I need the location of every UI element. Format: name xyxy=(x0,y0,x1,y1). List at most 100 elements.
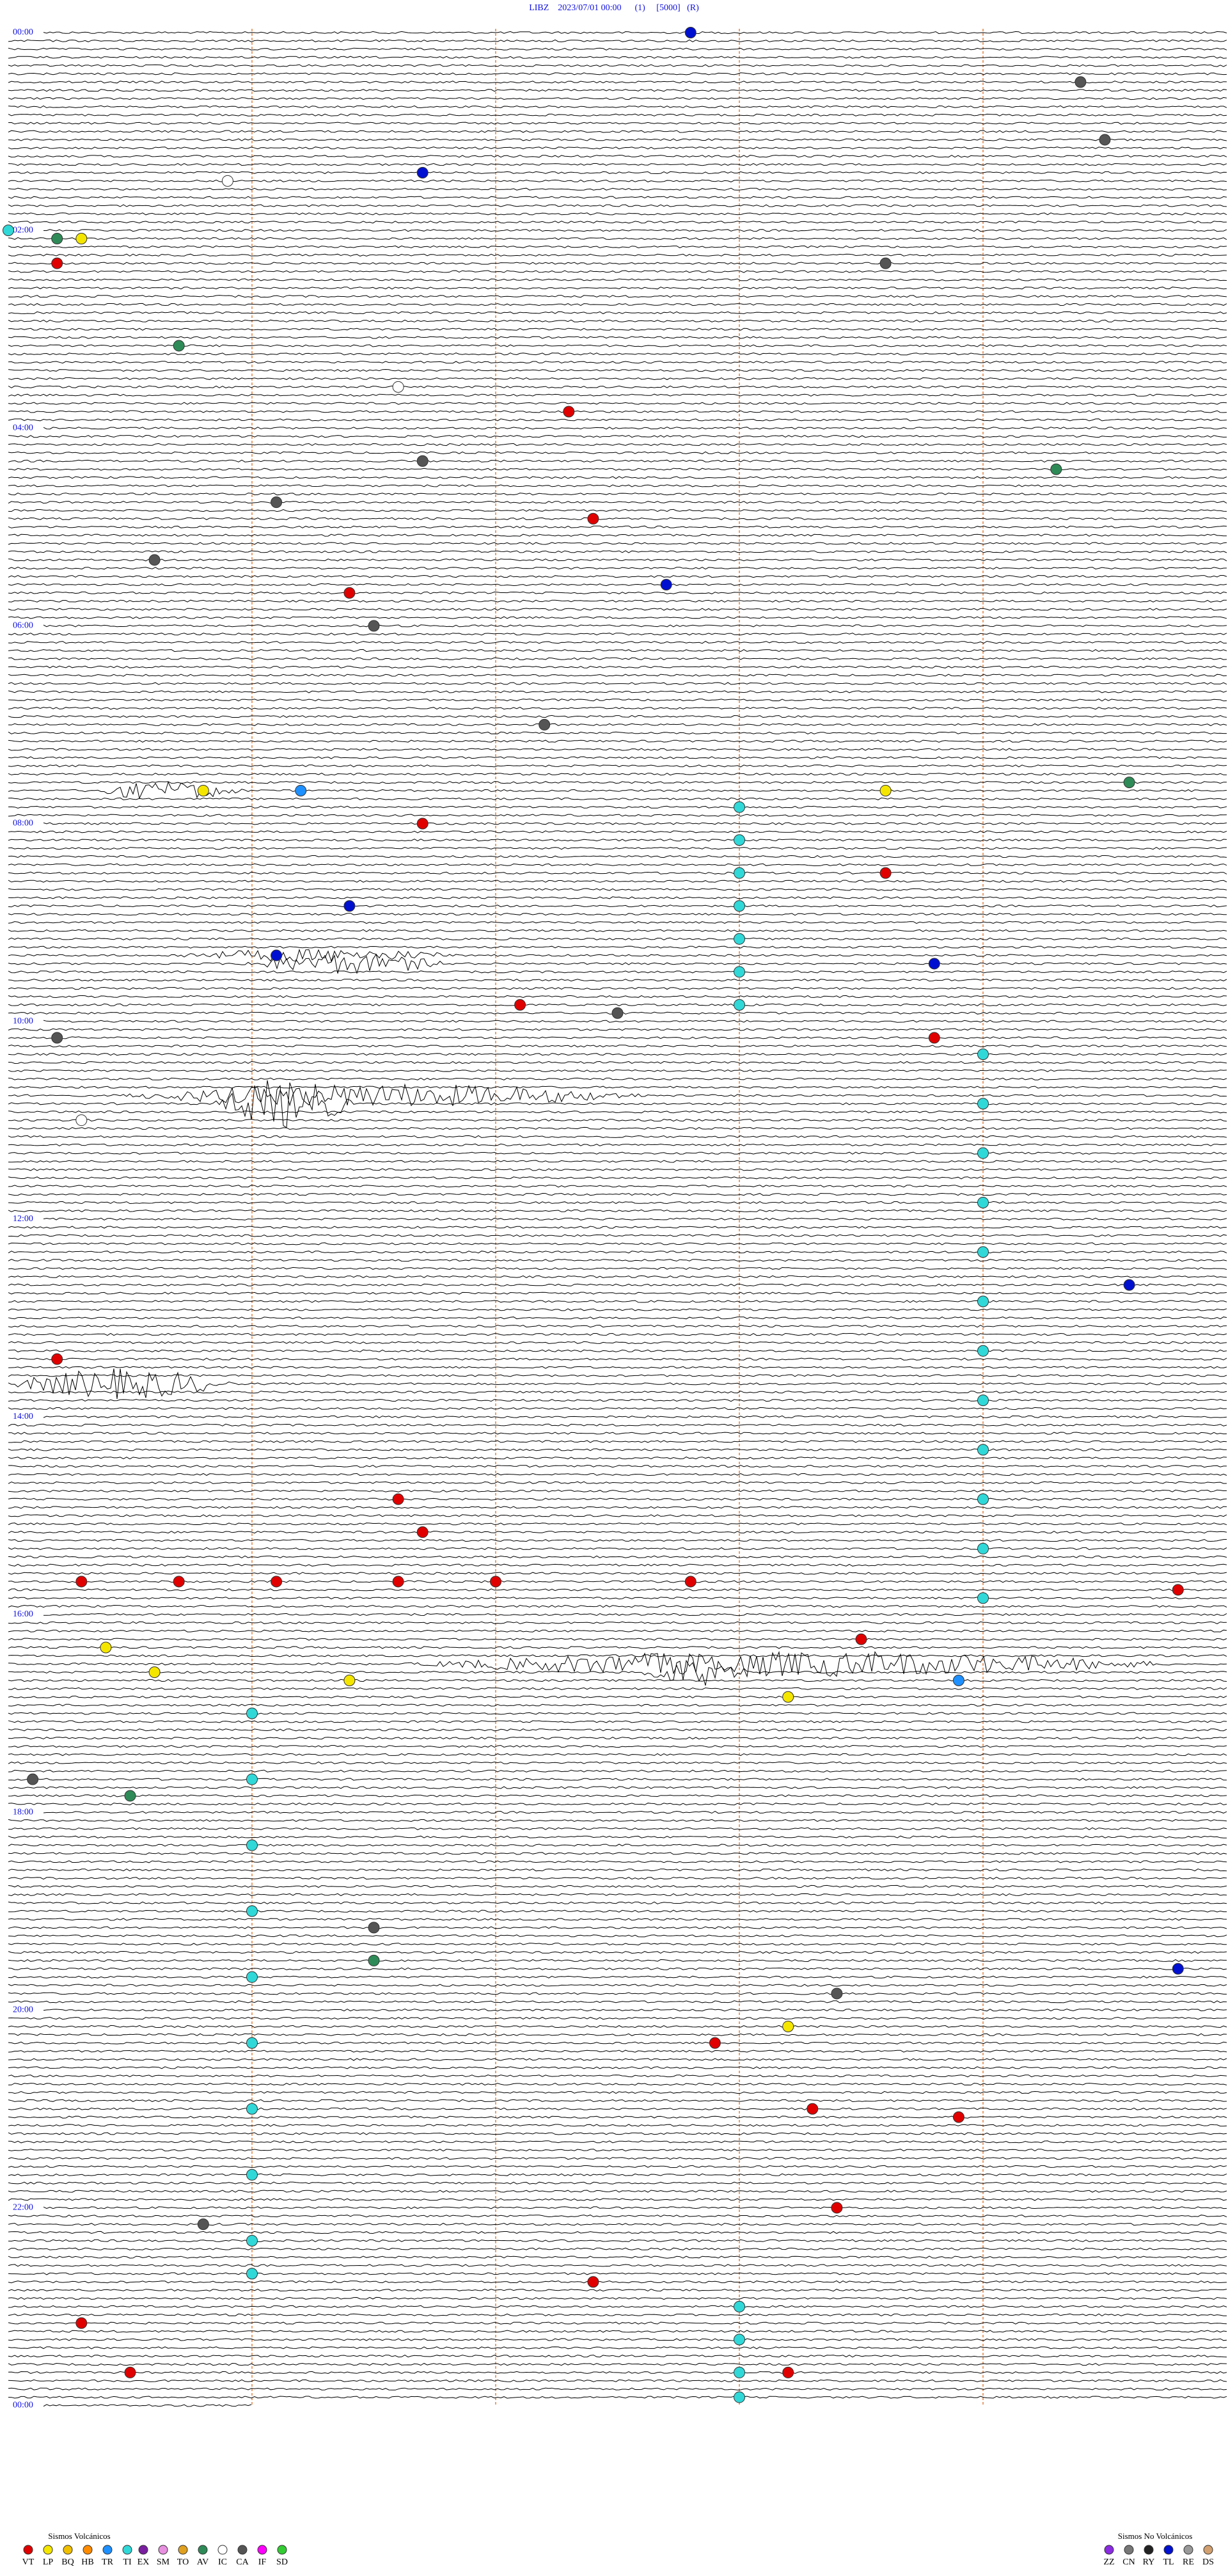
trace xyxy=(8,1869,1227,1872)
trace xyxy=(8,171,1227,175)
trace xyxy=(8,2313,1227,2316)
event-marker xyxy=(928,1032,940,1044)
trace xyxy=(8,2107,1227,2110)
trace xyxy=(8,1835,1227,1838)
event-marker xyxy=(928,958,940,970)
trace xyxy=(8,476,1227,479)
trace xyxy=(8,2016,1227,2020)
trace xyxy=(8,1316,1227,1320)
trace xyxy=(8,830,1227,834)
event-marker xyxy=(392,1493,404,1505)
trace xyxy=(8,451,1227,455)
trace xyxy=(8,81,1227,84)
trace xyxy=(8,1531,1227,1534)
event-marker xyxy=(246,2234,258,2247)
legend-label: IF xyxy=(258,2557,267,2567)
trace xyxy=(8,756,1227,759)
time-label: 00:00 xyxy=(13,28,33,37)
trace xyxy=(8,1201,1227,1205)
trace xyxy=(8,1135,1227,1139)
trace xyxy=(8,97,1227,100)
trace xyxy=(8,2173,1227,2176)
trace xyxy=(8,1555,1227,1558)
trace xyxy=(8,986,1227,990)
event-marker xyxy=(1172,1584,1184,1596)
legend-label: TR xyxy=(102,2557,114,2567)
trace xyxy=(8,2181,1227,2185)
trace xyxy=(8,328,1227,331)
event-marker xyxy=(879,784,892,796)
trace xyxy=(8,2215,1227,2218)
trace xyxy=(8,1588,1227,1592)
trace xyxy=(8,1464,1227,1468)
event-marker xyxy=(246,1905,258,1917)
legend-label: ZZ xyxy=(1103,2557,1114,2567)
trace xyxy=(8,2066,1227,2069)
trace xyxy=(8,47,1227,51)
trace xyxy=(8,2149,1227,2152)
trace xyxy=(8,2190,1227,2193)
event-marker xyxy=(246,1971,258,1983)
trace xyxy=(8,1720,1227,1723)
trace xyxy=(8,336,1227,339)
trace xyxy=(8,1876,1227,1880)
legend-swatch xyxy=(158,2545,168,2555)
legend-label: LP xyxy=(43,2557,54,2567)
trace xyxy=(8,1341,1227,1345)
trace xyxy=(8,113,1227,116)
trace xyxy=(8,690,1227,693)
trace xyxy=(8,633,1227,636)
legend-label: BQ xyxy=(61,2557,74,2567)
trace xyxy=(8,1794,1227,1798)
trace xyxy=(8,781,1227,800)
trace xyxy=(8,1415,1227,1418)
trace xyxy=(8,1810,1227,1814)
event-marker xyxy=(514,999,526,1011)
event-marker xyxy=(684,1576,697,1588)
trace xyxy=(8,72,1227,75)
trace xyxy=(8,949,1227,963)
trace xyxy=(8,1538,1227,1542)
trace xyxy=(8,624,1227,628)
trace xyxy=(8,797,1227,800)
time-label: 00:00 xyxy=(13,2401,33,2410)
trace xyxy=(8,187,1227,191)
trace xyxy=(8,2387,1227,2390)
trace xyxy=(8,1052,1227,1056)
trace xyxy=(8,1217,1227,1221)
trace xyxy=(8,270,1227,273)
trace xyxy=(8,2058,1227,2061)
trace xyxy=(8,665,1227,668)
trace xyxy=(8,945,1227,949)
trace xyxy=(8,748,1227,751)
legend-label: HB xyxy=(81,2557,93,2567)
trace xyxy=(8,839,1227,842)
event-marker xyxy=(1099,134,1111,146)
trace xyxy=(8,1045,1227,1048)
trace xyxy=(8,1950,1227,1954)
trace xyxy=(8,295,1227,298)
trace xyxy=(8,1712,1227,1715)
trace xyxy=(8,1703,1227,1707)
trace xyxy=(8,212,1227,216)
trace xyxy=(8,1638,1227,1641)
trace xyxy=(8,2000,1227,2003)
time-label: 06:00 xyxy=(13,621,33,631)
trace xyxy=(8,1506,1227,1509)
legend-swatch xyxy=(1203,2545,1213,2555)
time-label: 14:00 xyxy=(13,1412,33,1421)
trace xyxy=(8,2165,1227,2169)
trace xyxy=(8,1209,1227,1212)
event-marker xyxy=(246,2169,258,2181)
event-marker xyxy=(977,1444,989,1456)
label-bg xyxy=(8,1808,43,1817)
trace xyxy=(8,196,1227,199)
trace xyxy=(8,1226,1227,1229)
event-marker xyxy=(587,512,599,525)
legend-swatch xyxy=(138,2545,148,2555)
legend-label: TL xyxy=(1163,2557,1174,2567)
legend-label: AV xyxy=(197,2557,209,2567)
label-bg xyxy=(8,2005,43,2015)
trace xyxy=(8,319,1227,322)
trace xyxy=(8,2222,1227,2226)
